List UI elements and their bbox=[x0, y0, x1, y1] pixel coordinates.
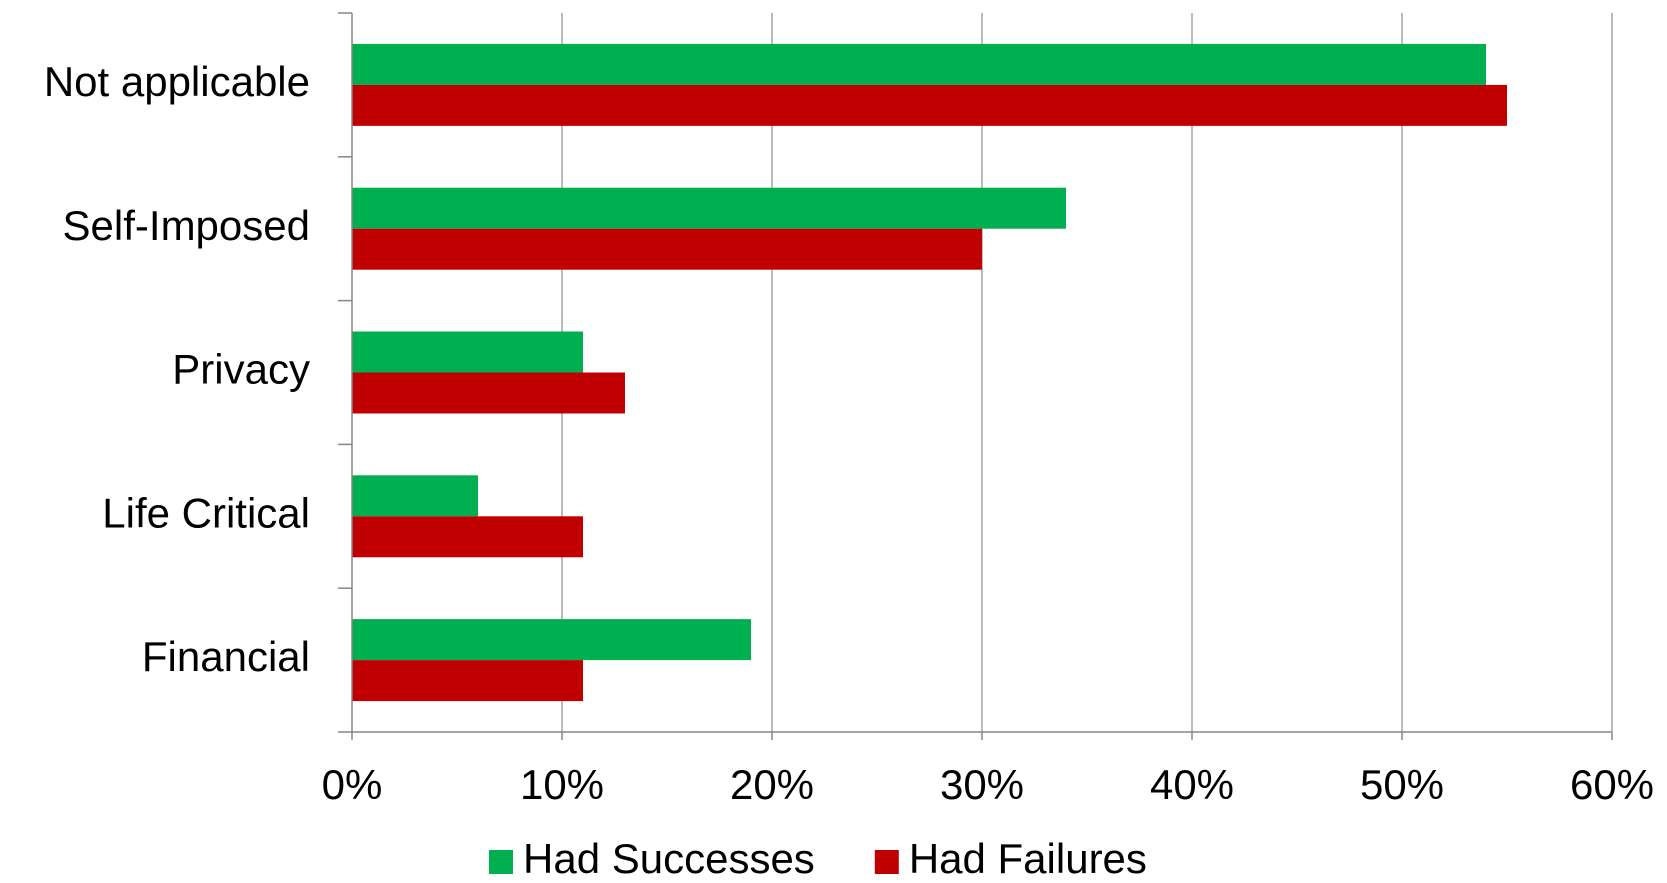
y-tick-label: Self-Imposed bbox=[63, 202, 310, 249]
x-tick-label: 0% bbox=[322, 761, 383, 808]
y-tick-label: Privacy bbox=[172, 346, 310, 393]
x-tick-label: 60% bbox=[1570, 761, 1654, 808]
bar bbox=[352, 372, 625, 414]
bar bbox=[352, 228, 982, 270]
y-tick-label: Financial bbox=[142, 633, 310, 680]
bar bbox=[352, 475, 478, 517]
legend-label: Had Failures bbox=[909, 835, 1147, 882]
x-tick-label: 50% bbox=[1360, 761, 1444, 808]
x-tick-label: 30% bbox=[940, 761, 1024, 808]
bar bbox=[352, 516, 583, 558]
bar bbox=[352, 331, 583, 373]
bar bbox=[352, 84, 1507, 126]
x-tick-label: 40% bbox=[1150, 761, 1234, 808]
y-tick-label: Not applicable bbox=[44, 58, 310, 105]
bar bbox=[352, 660, 583, 702]
x-tick-label: 20% bbox=[730, 761, 814, 808]
bar bbox=[352, 187, 1066, 229]
legend-swatch bbox=[874, 850, 899, 874]
legend-label: Had Successes bbox=[523, 835, 815, 882]
legend-swatch bbox=[489, 850, 513, 874]
bar bbox=[352, 43, 1486, 85]
x-tick-label: 10% bbox=[520, 761, 604, 808]
y-tick-label: Life Critical bbox=[102, 489, 310, 536]
bar bbox=[352, 619, 751, 661]
